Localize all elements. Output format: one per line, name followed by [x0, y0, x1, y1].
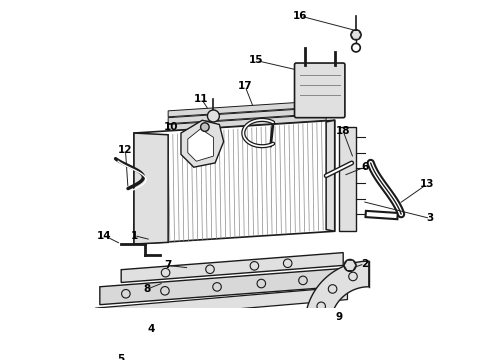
Polygon shape — [100, 267, 360, 305]
Circle shape — [207, 110, 220, 122]
Text: 8: 8 — [143, 284, 150, 294]
Polygon shape — [326, 120, 335, 231]
Text: 3: 3 — [427, 213, 434, 224]
Text: 7: 7 — [165, 260, 172, 270]
Text: 14: 14 — [97, 230, 111, 240]
FancyBboxPatch shape — [294, 63, 345, 118]
Polygon shape — [181, 120, 223, 167]
Text: 16: 16 — [293, 11, 308, 21]
Polygon shape — [168, 100, 326, 117]
Polygon shape — [344, 260, 356, 271]
Text: 5: 5 — [118, 354, 125, 360]
Text: 6: 6 — [361, 162, 368, 172]
Circle shape — [200, 123, 209, 131]
Polygon shape — [134, 120, 335, 244]
Circle shape — [344, 260, 356, 271]
Polygon shape — [96, 287, 347, 321]
Polygon shape — [351, 30, 361, 39]
Polygon shape — [168, 114, 326, 130]
Text: 17: 17 — [238, 81, 252, 91]
Polygon shape — [188, 129, 214, 161]
Text: 15: 15 — [249, 55, 263, 66]
Text: 10: 10 — [164, 122, 178, 132]
Text: 2: 2 — [361, 259, 368, 269]
Polygon shape — [121, 253, 343, 283]
Polygon shape — [134, 133, 168, 244]
Text: 9: 9 — [335, 312, 343, 321]
Text: 11: 11 — [194, 94, 209, 104]
Text: 12: 12 — [118, 145, 133, 155]
Text: 18: 18 — [336, 126, 350, 136]
Circle shape — [351, 30, 361, 40]
Text: 4: 4 — [147, 324, 155, 334]
Polygon shape — [168, 107, 326, 123]
Polygon shape — [70, 317, 267, 347]
Polygon shape — [267, 312, 288, 329]
Polygon shape — [339, 127, 356, 231]
Polygon shape — [305, 261, 369, 325]
Text: 13: 13 — [419, 179, 434, 189]
Text: 1: 1 — [130, 230, 138, 240]
